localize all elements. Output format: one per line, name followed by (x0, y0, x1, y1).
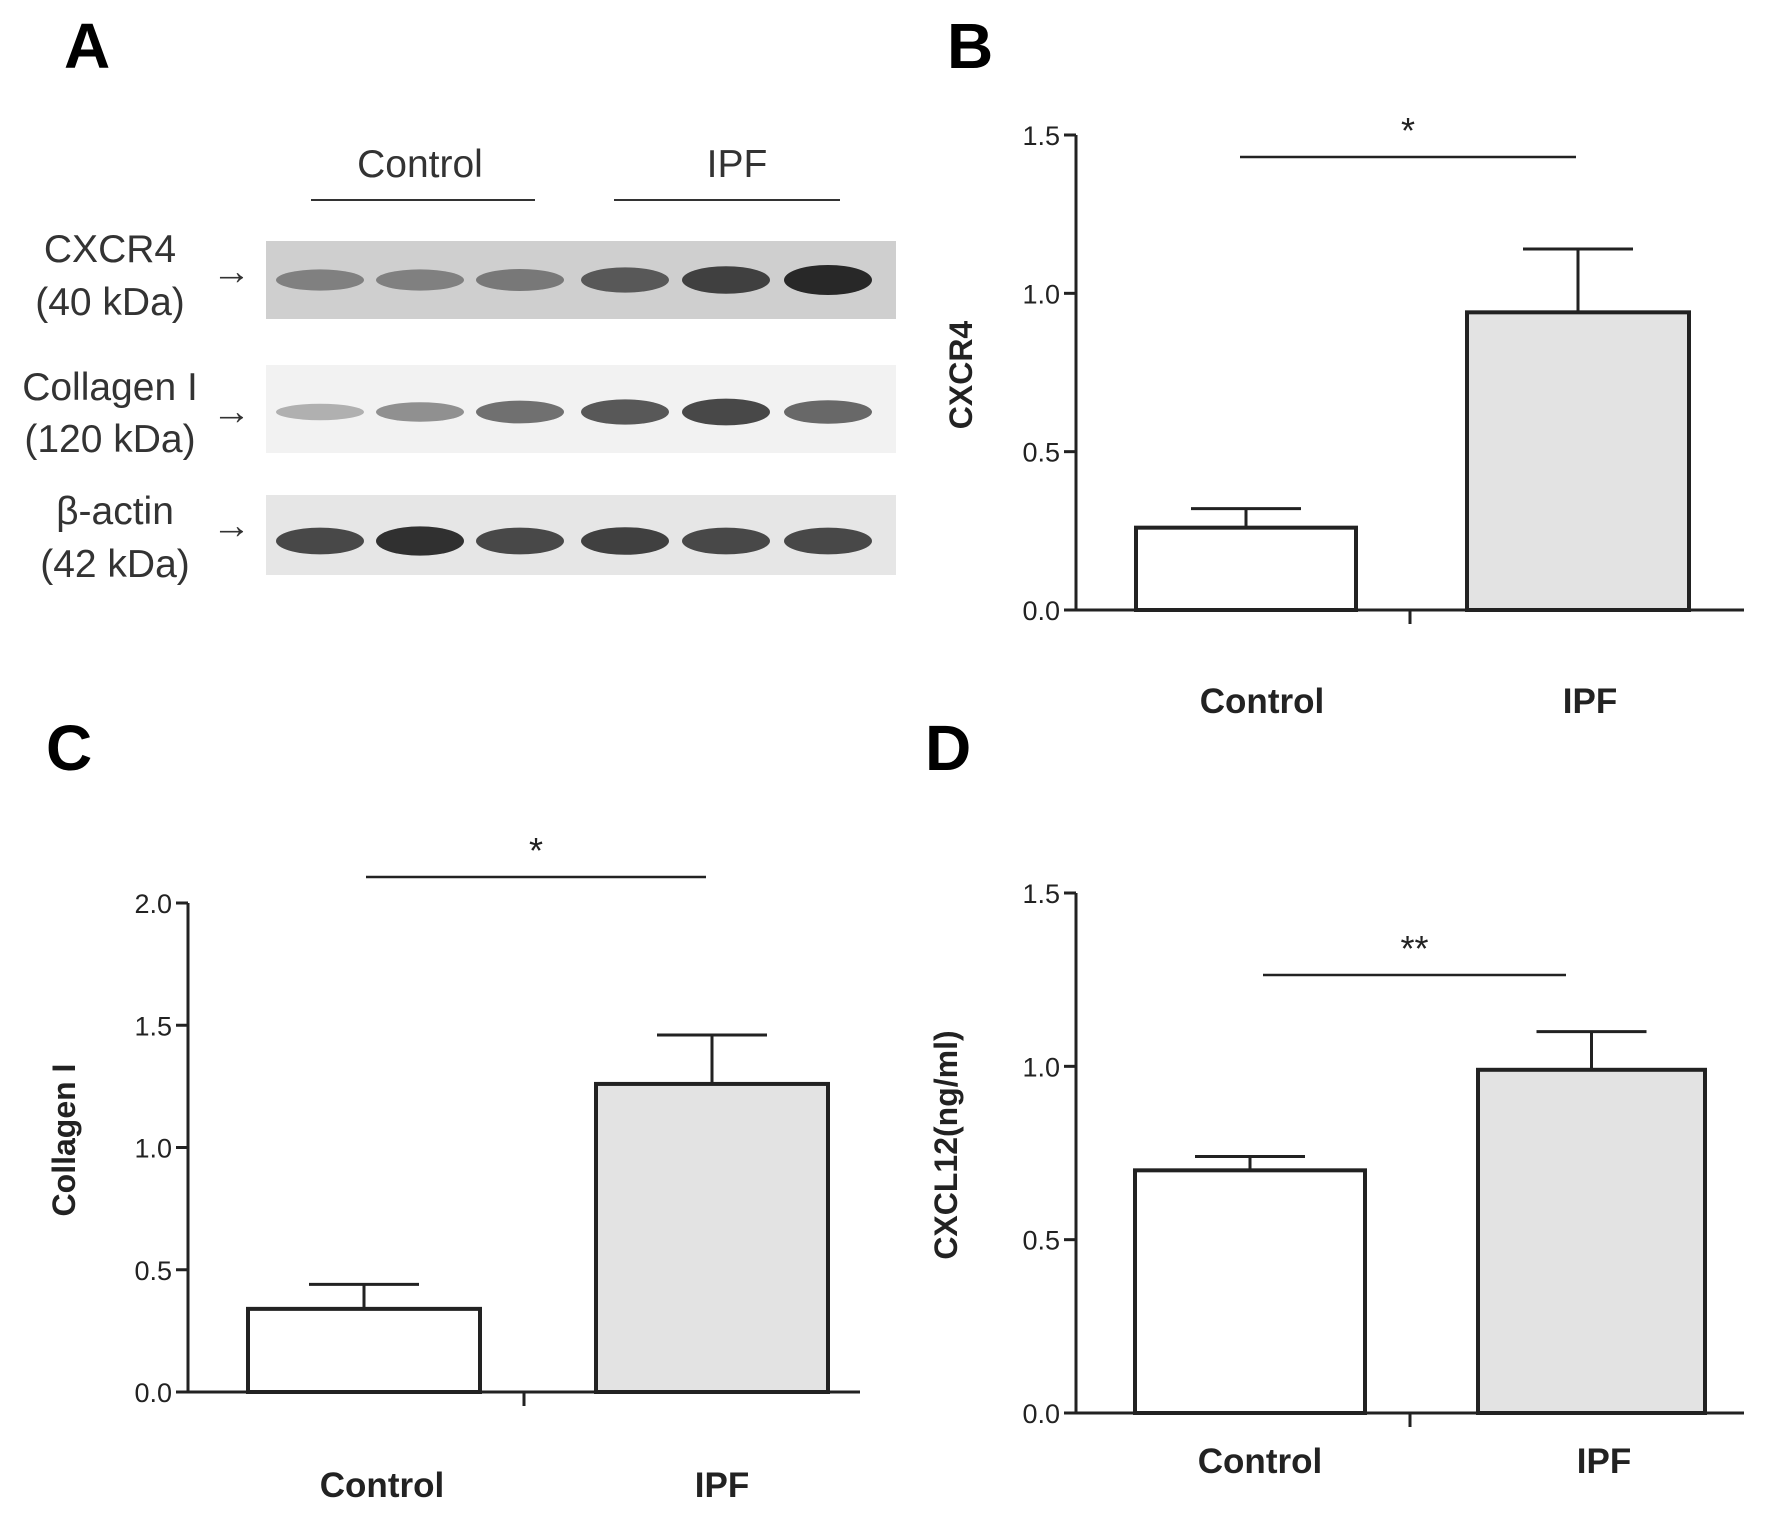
bar-control (246, 1306, 482, 1394)
bar-ipf (1476, 1067, 1707, 1416)
blot-band (682, 527, 770, 555)
arrow-icon: → (212, 504, 251, 547)
blot-band (276, 527, 364, 555)
chart-cxcl12: 0.0 0.5 1.0 1.5 CXCL12(ng/ml) Control IPF ** (928, 879, 1744, 1481)
y-tick-label: 0.5 (134, 1256, 172, 1286)
y-tick-label: 1.0 (1022, 1052, 1060, 1082)
blot-band (581, 527, 669, 555)
bar-control (1133, 1168, 1367, 1416)
y-tick-label: 0.5 (1022, 1226, 1060, 1256)
x-category-label: Control (1200, 682, 1324, 721)
y-axis-label: CXCL12(ng/ml) (928, 1030, 964, 1259)
panel-label-a: A (64, 10, 110, 82)
blot-band (376, 526, 464, 556)
blot-row-size-collagen: (120 kDa) (24, 418, 195, 461)
blot-band (276, 269, 364, 291)
blot-row-label-cxcr4: CXCR4 (44, 228, 176, 271)
bar-ipf (594, 1081, 830, 1395)
chart-cxcr4: 0.0 0.5 1.0 1.5 CXCR4 Control IPF * (943, 110, 1744, 721)
panel-label-b: B (947, 10, 993, 82)
blot-band (581, 267, 669, 293)
blot-band (784, 265, 872, 295)
y-tick-label: 0.5 (1022, 438, 1060, 468)
blot-group-control: Control (357, 143, 483, 186)
blot-bands (276, 265, 872, 556)
blot-band (476, 269, 564, 291)
blot-band (476, 527, 564, 555)
significance-marker: * (1401, 110, 1415, 151)
blot-row-size-actin: (42 kDa) (40, 543, 190, 586)
y-tick-label: 1.0 (1022, 279, 1060, 309)
arrow-icon: → (212, 250, 251, 293)
y-tick-label: 1.5 (134, 1011, 172, 1041)
x-category-label: IPF (1577, 1442, 1631, 1481)
blot-row-label-actin: β-actin (56, 490, 174, 533)
x-category-label: Control (1198, 1442, 1322, 1481)
y-tick-label: 1.0 (134, 1134, 172, 1164)
blot-row-size-cxcr4: (40 kDa) (35, 281, 185, 324)
blot-band (581, 399, 669, 425)
panel-label-d: D (925, 712, 971, 784)
blot-band (376, 402, 464, 422)
blot-band (682, 266, 770, 294)
bar-ipf (1465, 310, 1691, 612)
x-category-label: Control (320, 1466, 444, 1505)
y-axis-label: CXCR4 (943, 321, 979, 430)
y-tick-label: 1.5 (1022, 879, 1060, 909)
y-tick-label: 0.0 (1022, 1399, 1060, 1429)
arrow-icon: → (212, 390, 251, 433)
blot-band (784, 400, 872, 424)
x-category-label: IPF (695, 1466, 749, 1505)
y-tick-label: 1.5 (1022, 121, 1060, 151)
significance-marker: * (529, 830, 543, 871)
y-tick-label: 2.0 (134, 889, 172, 919)
blot-band (476, 400, 564, 424)
blot-row-label-collagen: Collagen I (22, 366, 198, 409)
bar-control (1134, 525, 1358, 613)
blot-band (682, 398, 770, 426)
y-tick-label: 0.0 (134, 1378, 172, 1408)
chart-collagen: 0.0 0.5 1.0 1.5 2.0 Collagen I Control IPF * (46, 830, 860, 1505)
blot-group-ipf: IPF (707, 143, 768, 186)
blot-band (784, 527, 872, 555)
panel-label-c: C (46, 712, 92, 784)
significance-marker: ** (1400, 928, 1428, 969)
x-category-label: IPF (1563, 682, 1617, 721)
western-blot-panel: Control IPF CXCR4 (40 kDa) Collagen I (1… (22, 143, 896, 586)
blot-band (276, 403, 364, 421)
blot-band (376, 269, 464, 291)
y-tick-label: 0.0 (1022, 596, 1060, 626)
y-axis-label: Collagen I (46, 1064, 82, 1217)
